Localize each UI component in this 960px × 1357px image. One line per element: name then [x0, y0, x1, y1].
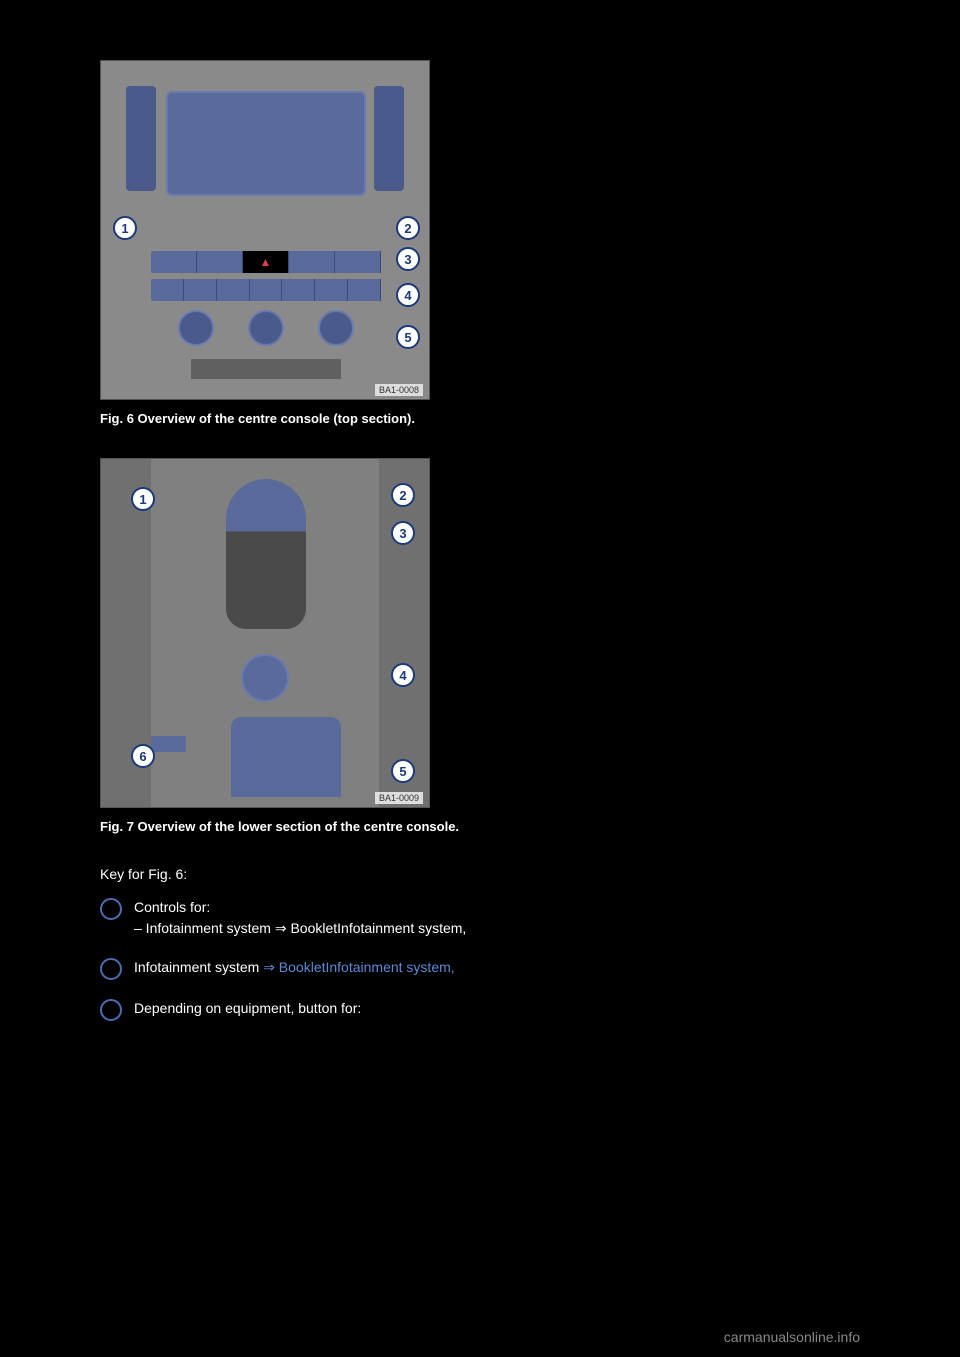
callout-marker: 6 [131, 744, 155, 768]
key-item-text: Controls for: – Infotainment system ⇒ Bo… [134, 897, 860, 939]
figure-6-container: ▲ 1 2 3 4 5 [100, 60, 860, 428]
figure-7-container: 1 2 3 4 5 6 BA1-0009 Fig. 7 Overview of … [100, 458, 860, 836]
callout-marker: 2 [391, 483, 415, 507]
figure-6-image: ▲ 1 2 3 4 5 [100, 60, 430, 400]
key-circle-icon [100, 898, 122, 920]
callout-marker: 4 [391, 663, 415, 687]
key-item-prefix: Depending on equipment, button for: [134, 1000, 361, 1016]
key-item: Depending on equipment, button for: [100, 998, 860, 1021]
callout-marker: 2 [396, 216, 420, 240]
air-vent-left [126, 86, 156, 191]
side-console-button [151, 736, 186, 752]
key-item-prefix: Controls for: [134, 899, 210, 915]
seat-side-right [379, 459, 429, 808]
button-cell [197, 251, 243, 273]
callout-marker: 5 [396, 325, 420, 349]
button-cell [289, 251, 335, 273]
key-item-line: – Infotainment system ⇒ BookletInfotainm… [134, 920, 466, 936]
button-cell [335, 251, 381, 273]
callout-marker: 5 [391, 759, 415, 783]
key-item-text: Depending on equipment, button for: [134, 998, 860, 1019]
button-row-2 [151, 279, 381, 301]
button-row-1: ▲ [151, 251, 381, 273]
key-item-prefix: Infotainment system [134, 959, 263, 975]
figure-6-label: BA1-0008 [375, 384, 423, 396]
callout-marker: 3 [396, 247, 420, 271]
key-circle-icon [100, 999, 122, 1021]
button-cell [250, 279, 283, 301]
climate-knob [178, 310, 214, 346]
figure-7-image: 1 2 3 4 5 6 BA1-0009 [100, 458, 430, 808]
callout-marker: 4 [396, 283, 420, 307]
key-item-text: Infotainment system ⇒ BookletInfotainmen… [134, 957, 860, 978]
button-cell [217, 279, 250, 301]
key-item-link[interactable]: ⇒ BookletInfotainment system, [263, 959, 454, 975]
climate-knob-row [161, 309, 371, 347]
key-circle-icon [100, 958, 122, 980]
gear-shifter [226, 479, 306, 629]
button-cell [315, 279, 348, 301]
callout-marker: 1 [131, 487, 155, 511]
button-cell [348, 279, 381, 301]
key-item: Infotainment system ⇒ BookletInfotainmen… [100, 957, 860, 980]
climate-knob [248, 310, 284, 346]
button-cell [184, 279, 217, 301]
hazard-button-icon: ▲ [243, 251, 289, 273]
watermark-text: carmanualsonline.info [724, 1329, 860, 1345]
figure-7-caption: Fig. 7 Overview of the lower section of … [100, 818, 860, 836]
infotainment-screen [166, 91, 366, 196]
key-list: Controls for: – Infotainment system ⇒ Bo… [100, 897, 860, 1021]
figure-6-caption: Fig. 6 Overview of the centre console (t… [100, 410, 860, 428]
handbrake-lever [231, 717, 341, 797]
figure-7-label: BA1-0009 [375, 792, 423, 804]
callout-marker: 1 [113, 216, 137, 240]
climate-knob [318, 310, 354, 346]
callout-marker: 3 [391, 521, 415, 545]
button-cell [151, 279, 184, 301]
rotary-knob [241, 654, 289, 702]
button-cell [151, 251, 197, 273]
air-vent-right [374, 86, 404, 191]
key-intro-text: Key for Fig. 6: [100, 866, 860, 882]
button-cell [282, 279, 315, 301]
key-item: Controls for: – Infotainment system ⇒ Bo… [100, 897, 860, 939]
lower-slot-area [191, 359, 341, 379]
